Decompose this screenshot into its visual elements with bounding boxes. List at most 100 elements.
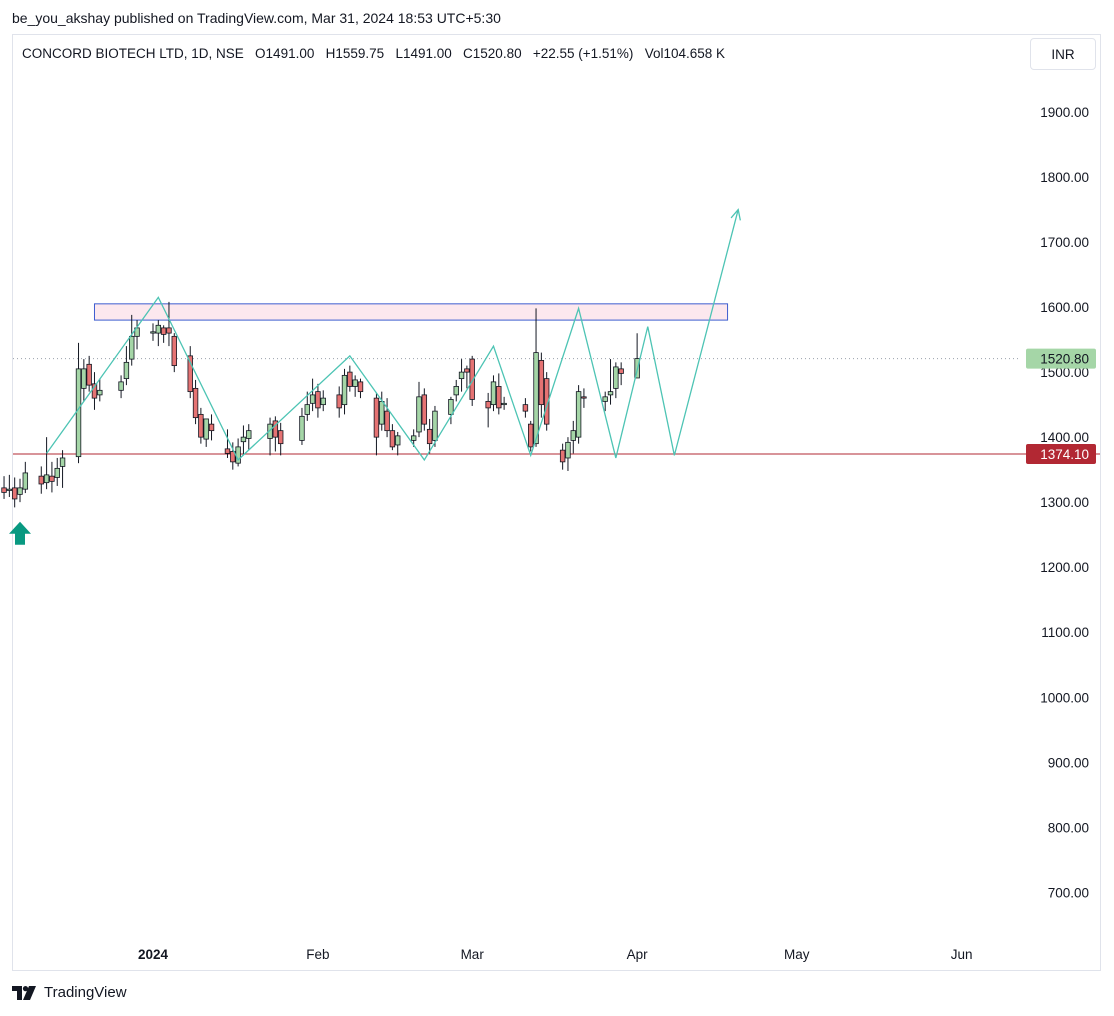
candle [448, 396, 454, 425]
candle-body [97, 389, 103, 396]
candle [235, 438, 241, 467]
level-lines-layer [13, 358, 1100, 455]
candle [458, 359, 465, 392]
candle-body [336, 394, 342, 409]
candle-body [570, 430, 576, 441]
candle [384, 398, 390, 438]
candle [416, 381, 422, 438]
legend-high: H1559.75 [325, 46, 385, 61]
last-price-badge: 1520.80 [1026, 348, 1096, 369]
candle-body [490, 381, 497, 406]
candle-body [565, 441, 571, 459]
candle [123, 346, 130, 386]
candle [395, 431, 401, 456]
price-tick-label: 1900.00 [1040, 105, 1089, 120]
candle [86, 355, 92, 392]
candle [59, 450, 66, 488]
price-tick-label: 1800.00 [1040, 170, 1089, 185]
time-tick-label: Apr [627, 947, 649, 962]
publisher-line: be_you_akshay published on TradingView.c… [12, 10, 501, 26]
candle-body [469, 358, 475, 400]
last-price-badge-label: 1520.80 [1040, 352, 1089, 367]
candle-body [315, 391, 321, 409]
candle [581, 388, 587, 408]
candle-body [230, 451, 236, 463]
candle-body [299, 415, 305, 441]
candle-body [309, 394, 316, 404]
candle-body [448, 399, 454, 415]
candle-body [538, 360, 545, 406]
candle [607, 359, 614, 405]
candle-body [464, 368, 470, 373]
price-tick-label: 1000.00 [1040, 690, 1089, 705]
candle-body [453, 386, 459, 396]
legend-close: C1520.80 [463, 46, 522, 61]
candle-body [426, 428, 433, 445]
candles-layer [1, 301, 640, 508]
candle [187, 346, 193, 399]
candle [118, 375, 124, 399]
candle [11, 477, 18, 508]
candle [336, 386, 342, 418]
candle-body [22, 472, 29, 490]
candle [565, 437, 571, 471]
candle [538, 352, 545, 418]
tradingview-logo-icon [12, 985, 36, 1000]
candle [464, 365, 470, 389]
candle-body [613, 366, 619, 389]
candle-body [559, 449, 566, 463]
candle [49, 461, 55, 493]
tradingview-brand[interactable]: TradingView [12, 984, 127, 1001]
price-tick-label: 1600.00 [1040, 300, 1089, 315]
candle [166, 301, 172, 347]
price-tick-label: 900.00 [1048, 755, 1089, 770]
candle [559, 443, 566, 470]
legend-low: L1491.00 [395, 46, 452, 61]
candle-body [208, 423, 215, 432]
price-tick-label: 700.00 [1048, 885, 1089, 900]
candle-body [522, 404, 529, 412]
legend-open: O1491.00 [255, 46, 315, 61]
candle [575, 385, 582, 444]
candle-body [458, 371, 465, 380]
price-tick-label: 1500.00 [1040, 365, 1089, 380]
candle-body [304, 404, 310, 415]
chart-pane[interactable] [12, 34, 1101, 971]
price-tick-label: 1300.00 [1040, 495, 1089, 510]
time-tick-label: Feb [306, 947, 329, 962]
candle [602, 391, 608, 412]
candle-body [347, 371, 353, 387]
brand-label: TradingView [44, 984, 127, 1001]
candle [1, 476, 7, 499]
candle-body [129, 335, 135, 360]
candle-body [395, 435, 401, 446]
time-tick-label: May [784, 947, 810, 962]
candle [54, 457, 60, 486]
candle [277, 422, 284, 456]
candle-body [171, 335, 177, 367]
candle-body [528, 423, 534, 448]
candle [267, 417, 273, 456]
candle-body [75, 368, 82, 458]
zigzag-layer [46, 208, 741, 462]
candle-body [81, 368, 87, 389]
candle-body [352, 379, 358, 387]
candle-body [607, 391, 614, 396]
price-tick-label: 1400.00 [1040, 430, 1089, 445]
legend-volume: Vol104.658 K [644, 46, 726, 61]
candle-body [160, 327, 167, 335]
candle-body [123, 361, 130, 380]
candle [171, 333, 177, 373]
candle-body [43, 474, 50, 484]
candle-body [602, 396, 608, 402]
candle [81, 359, 87, 402]
candle-body [203, 418, 209, 440]
candle [198, 407, 204, 444]
currency-button[interactable]: INR [1030, 38, 1096, 70]
candle [533, 308, 539, 447]
price-axis: 1900.00 1800.00 1700.00 1600.00 1500.00 1400.… [1040, 105, 1089, 900]
candle-body [155, 324, 162, 334]
candle-body [485, 400, 491, 409]
candle [496, 373, 502, 415]
